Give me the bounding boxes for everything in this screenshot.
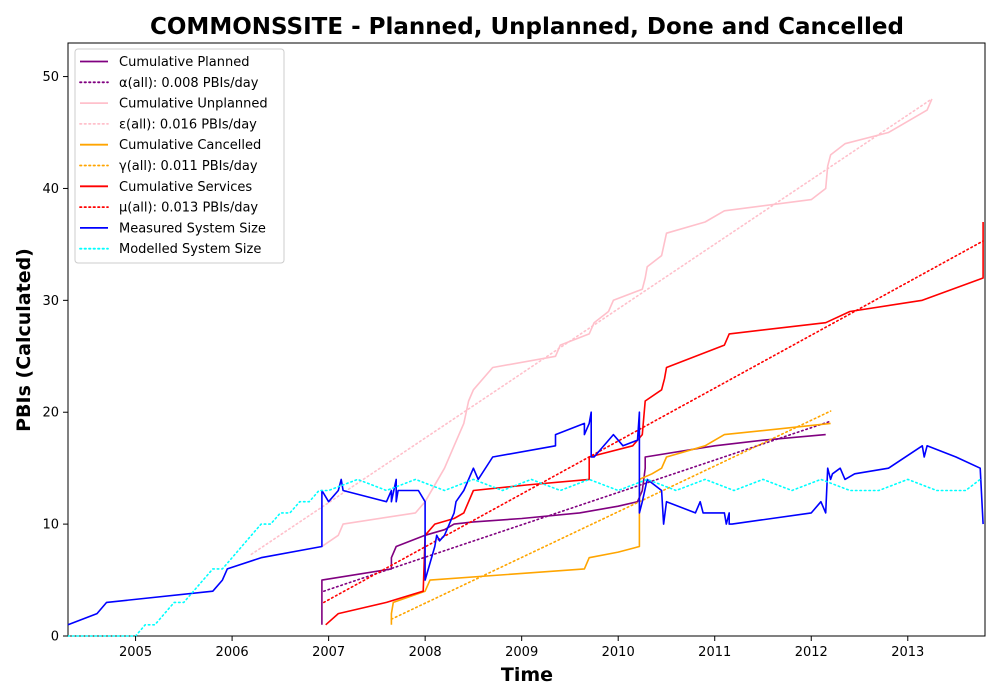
x-tick-label: 2005 bbox=[119, 645, 152, 660]
legend-label: Modelled System Size bbox=[119, 242, 261, 257]
legend-label: α(all): 0.008 PBIs/day bbox=[119, 76, 259, 91]
x-tick-label: 2006 bbox=[216, 645, 249, 660]
series-line-all-0-016-pbis-day bbox=[250, 98, 933, 556]
x-tick-label: 2009 bbox=[505, 645, 538, 660]
x-tick-label: 2008 bbox=[409, 645, 442, 660]
y-axis-label: PBIs (Calculated) bbox=[13, 248, 35, 432]
plot-area bbox=[67, 42, 986, 637]
legend-label: Cumulative Unplanned bbox=[119, 97, 268, 112]
y-tick-label: 20 bbox=[42, 406, 59, 421]
x-axis-label: Time bbox=[501, 664, 553, 686]
y-tick-label: 10 bbox=[42, 518, 59, 533]
series-line-modelled-system-size bbox=[67, 478, 982, 637]
x-tick-label: 2011 bbox=[698, 645, 731, 660]
y-tick-label: 30 bbox=[42, 294, 59, 309]
y-tick-label: 50 bbox=[42, 70, 59, 85]
legend-label: ε(all): 0.016 PBIs/day bbox=[119, 117, 257, 132]
x-tick-label: 2012 bbox=[795, 645, 828, 660]
legend-label: Cumulative Cancelled bbox=[119, 138, 261, 153]
legend-label: Cumulative Planned bbox=[119, 55, 249, 70]
series-line-all-0-008-pbis-day bbox=[322, 420, 832, 593]
y-tick-label: 0 bbox=[51, 630, 59, 645]
series-layer bbox=[67, 98, 984, 637]
series-line-cumulative-cancelled bbox=[390, 422, 831, 625]
series-line-cumulative-unplanned bbox=[321, 98, 933, 548]
legend-box bbox=[74, 48, 285, 264]
legend-label: μ(all): 0.013 PBIs/day bbox=[119, 201, 258, 216]
series-line-measured-system-size bbox=[67, 411, 984, 626]
y-tick-label: 40 bbox=[42, 182, 59, 197]
x-tick-label: 2007 bbox=[312, 645, 345, 660]
legend-label: Cumulative Services bbox=[119, 180, 252, 195]
legend-label: γ(all): 0.011 PBIs/day bbox=[119, 159, 258, 174]
series-line-all-0-013-pbis-day bbox=[322, 240, 984, 604]
legend: Cumulative Planned α(all): 0.008 PBIs/day… bbox=[74, 48, 285, 264]
tick-layer: 2005 2006 2007 2008 2009 2010 2011 2012 2013 0 10 2… bbox=[42, 70, 924, 660]
series-line-cumulative-planned bbox=[321, 433, 826, 625]
chart-title: COMMONSSITE - Planned, Unplanned, Done a… bbox=[150, 14, 904, 40]
legend-label: Measured System Size bbox=[119, 221, 266, 236]
series-line-all-0-011-pbis-day bbox=[390, 410, 832, 621]
x-tick-label: 2013 bbox=[891, 645, 924, 660]
x-tick-label: 2010 bbox=[602, 645, 635, 660]
